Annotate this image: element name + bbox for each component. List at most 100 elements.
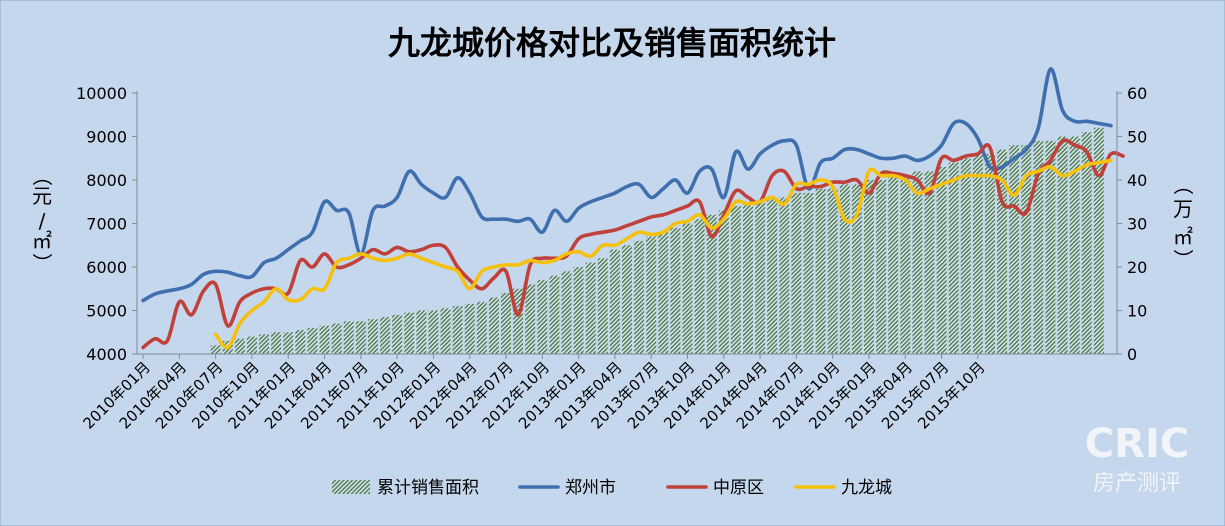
bar-cumulative-area [1009,145,1020,354]
y-left-title-char: ） [30,253,54,273]
bar-cumulative-area [670,227,681,354]
bar-cumulative-area [779,197,790,354]
bar-cumulative-area [380,317,390,354]
bar-cumulative-area [513,288,524,354]
y-right-title-char: 万 [1173,197,1193,221]
bar-cumulative-area [936,166,947,354]
line-series-layer [141,67,1125,350]
bar-cumulative-area [997,149,1008,354]
y-left-tick-label: 10000 [76,84,127,103]
bar-cumulative-area [682,223,693,354]
axes-layer: 4000 5000 6000 7000 8000 9000 10000 0 10 20 30 40 50… [30,84,1195,433]
y-left-tick-label: 5000 [86,302,127,321]
y-right-tick-label: 10 [1127,302,1147,321]
bar-cumulative-area [1093,127,1104,354]
line-zhengzhou [141,67,1113,303]
bar-cumulative-area [694,219,705,354]
bar-cumulative-area [525,284,536,354]
bar-cumulative-area [501,293,511,354]
legend-label-bar: 累计销售面积 [377,478,479,498]
bar-cumulative-area [803,193,814,354]
legend-label-line: 九龙城 [841,478,892,498]
y-left-tick-label: 6000 [86,258,127,277]
bar-cumulative-area [960,158,971,354]
bar-cumulative-area [900,175,911,354]
bar-cumulative-area [283,332,294,354]
bar-cumulative-area [1045,140,1056,354]
y-left-title-char: ㎡ [32,229,52,253]
line-zhongyuan [141,138,1125,350]
bar-cumulative-area [634,240,645,354]
watermark-subtitle: 房产测评 [1093,471,1181,496]
y-left-tick-label: 8000 [86,171,127,190]
bar-cumulative-area [404,312,415,354]
bar-cumulative-area [343,321,354,355]
bar-cumulative-area [573,267,584,354]
bar-cumulative-area [718,210,729,354]
bar-cumulative-area [767,197,778,354]
bar-cumulative-area [537,280,548,354]
bar-cumulative-area [876,180,887,354]
watermark-logo: CRIC [1085,421,1189,467]
bar-cumulative-area [295,330,306,354]
legend-swatch-bar [332,480,370,494]
bar-cumulative-area [1033,140,1044,354]
bar-cumulative-area [319,325,330,354]
bar-cumulative-area [839,184,850,354]
bar-cumulative-area [440,308,451,354]
bar-cumulative-area [1081,132,1092,354]
y-right-tick-label: 20 [1127,258,1147,277]
bar-cumulative-area [331,323,342,354]
legend-item-line: 郑州市 [518,478,616,498]
bar-cumulative-area [307,327,318,354]
bar-cumulative-area [488,297,499,354]
bar-cumulative-area [730,206,741,354]
bar-cumulative-area [1057,136,1068,354]
bar-cumulative-area [271,332,282,354]
bar-cumulative-area [355,321,366,355]
bar-cumulative-area [706,214,717,354]
bar-cumulative-area [948,162,959,354]
bar-series-layer [210,127,1104,355]
bar-cumulative-area [755,201,766,354]
bar-cumulative-area [888,175,899,354]
legend-label-line: 中原区 [713,478,764,498]
bar-cumulative-area [476,301,487,354]
legend-item-line: 中原区 [666,478,764,498]
y-left-axis-title: （元/㎡） [30,166,54,273]
legend: 累计销售面积 郑州市 中原区 九龙城 [332,478,892,498]
y-right-axis-title: （万㎡） [1171,175,1195,269]
line-jiulongcheng [213,158,1113,350]
bar-cumulative-area [791,193,802,354]
bar-cumulative-area [646,236,657,354]
bar-cumulative-area [246,336,257,354]
bar-cumulative-area [597,258,608,354]
bar-cumulative-area [392,314,403,354]
bar-cumulative-area [743,201,753,354]
y-right-tick-label: 40 [1127,171,1147,190]
bar-cumulative-area [609,249,620,354]
bar-cumulative-area [464,303,475,354]
y-right-tick-label: 50 [1127,128,1147,147]
y-right-tick-label: 30 [1127,215,1147,234]
y-right-tick-label: 60 [1127,84,1147,103]
legend-item-bar: 累计销售面积 [332,478,479,498]
bar-cumulative-area [851,184,862,354]
bar-cumulative-area [1069,136,1080,354]
y-right-title-char: （ [1171,175,1195,195]
bar-cumulative-area [1021,145,1032,354]
y-left-title-char: / [39,209,46,233]
y-left-title-char: 元 [32,184,52,208]
chart-title: 九龙城价格对比及销售面积统计 [388,24,836,62]
bar-cumulative-area [912,171,923,354]
y-left-tick-label: 9000 [86,128,127,147]
bar-cumulative-area [864,180,874,354]
bar-cumulative-area [585,262,596,354]
bar-cumulative-area [452,306,463,354]
bar-cumulative-area [234,338,245,354]
bar-cumulative-area [622,245,632,354]
y-left-tick-label: 4000 [86,345,127,364]
legend-label-line: 郑州市 [565,478,616,498]
bar-cumulative-area [210,345,221,354]
